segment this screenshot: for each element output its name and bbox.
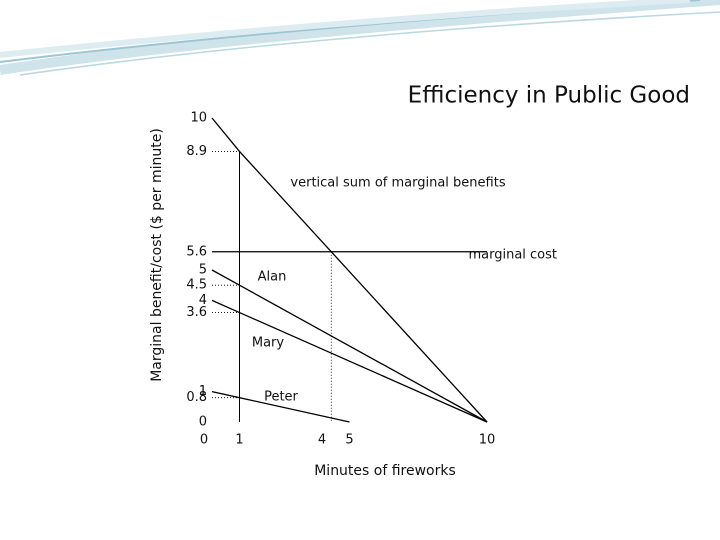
y-axis-title: Marginal benefit/cost ($ per minute) — [149, 128, 165, 382]
y-tick-label: 3.6 — [186, 305, 207, 320]
y-tick-label: 8.9 — [186, 144, 207, 159]
series-label: Mary — [252, 336, 285, 351]
x-tick-label: 1 — [235, 433, 243, 448]
decoration — [0, 0, 720, 76]
y-tick-label: 4.5 — [186, 278, 207, 293]
series-line — [211, 299, 488, 423]
swoosh — [0, 0, 720, 75]
series-label: Peter — [264, 390, 298, 405]
y-tick-label: 1 — [199, 384, 207, 399]
chart-title: Efficiency in Public Good — [408, 83, 690, 109]
swoosh — [0, 0, 691, 58]
y-tick-label: 5.6 — [186, 244, 207, 259]
series-line — [211, 117, 488, 423]
y-tick-label: 5 — [199, 263, 207, 278]
series-label: Alan — [258, 270, 287, 285]
x-tick-label: 0 — [200, 433, 208, 448]
x-tick-label: 4 — [318, 433, 326, 448]
x-tick-label: 5 — [345, 433, 353, 448]
series-label: vertical sum of marginal benefits — [290, 176, 505, 191]
swoosh — [19, 11, 720, 76]
x-tick-label: 10 — [479, 433, 496, 448]
y-tick-label: 4 — [199, 293, 207, 308]
series-line — [211, 269, 488, 423]
y-tick-label: 10 — [190, 111, 207, 126]
x-axis-title: Minutes of fireworks — [314, 463, 456, 479]
series-label: marginal cost — [468, 248, 557, 263]
series-line — [211, 390, 350, 423]
y-tick-label: 0.8 — [186, 390, 207, 405]
y-tick-label: 0 — [199, 415, 207, 430]
